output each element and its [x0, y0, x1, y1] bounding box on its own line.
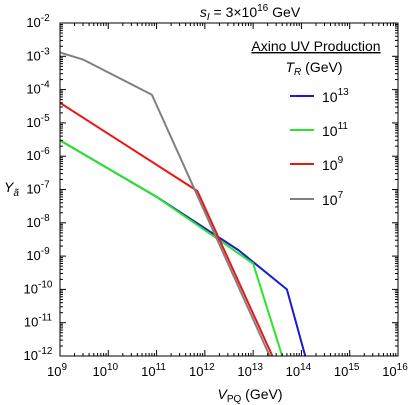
legend: Axino UV Production TR (GeV) 1013 1011 109… [251, 38, 380, 208]
legend-label-10e13: 1013 [322, 87, 349, 105]
legend-title: Axino UV Production [251, 38, 380, 54]
x-axis-label: VPQ (GeV) [217, 386, 282, 405]
series-line-10e9 [60, 102, 274, 356]
x-tick-label: 1012 [189, 362, 215, 379]
x-tick-label: 1013 [237, 362, 263, 379]
y-tick-label: 10-7 [26, 180, 50, 197]
x-tick-label: 1016 [382, 362, 408, 379]
series-line-10e11 [60, 139, 284, 356]
y-tick-label: 10-5 [26, 113, 50, 130]
chart-title: sI = 3×1016 GeV [200, 3, 301, 23]
x-tick-label: 1015 [334, 362, 360, 379]
y-tick-label: 10-11 [24, 313, 53, 330]
y-tick-label: 10-10 [24, 279, 53, 296]
legend-subtitle-var: T [285, 59, 295, 75]
series-line-10e7 [60, 51, 271, 356]
plot-frame [59, 22, 399, 357]
legend-subtitle-unit: (GeV) [301, 59, 342, 75]
series-layer [60, 51, 307, 356]
xlabel-sub: PQ [227, 394, 242, 405]
legend-subtitle: TR (GeV) [285, 59, 342, 78]
y-tick-label: 10-6 [26, 146, 50, 163]
ylabel-main: Y [4, 179, 15, 195]
xlabel-unit: (GeV) [241, 386, 282, 402]
tick-label-layer: 109 1010 1011 1012 1013 1014 1015 1016 10-12 10-1… [24, 13, 409, 379]
title-unit: GeV [268, 4, 301, 20]
y-axis-label: Yã [4, 179, 19, 199]
y-tick-label: 10-12 [24, 346, 53, 363]
y-tick-label: 10-4 [26, 80, 50, 97]
title-var: s [200, 4, 207, 20]
y-tick-label: 10-8 [26, 213, 50, 230]
title-sub: I [207, 12, 210, 23]
x-tick-label: 1014 [286, 362, 312, 379]
title-eq: = 3×10 [210, 4, 258, 20]
ylabel-sub: ã [13, 188, 19, 199]
y-tick-label: 10-9 [26, 246, 50, 263]
y-tick-label: 10-3 [26, 46, 50, 63]
x-tick-label: 109 [47, 362, 67, 379]
y-tick-label: 10-2 [26, 13, 50, 30]
legend-items: 1013 1011 109 107 [290, 87, 349, 208]
x-tick-label: 1011 [141, 362, 166, 379]
legend-label-10e9: 109 [322, 155, 344, 173]
x-tick-label: 1010 [92, 362, 118, 379]
xlabel-main: V [217, 386, 228, 402]
legend-label-10e7: 107 [322, 190, 344, 208]
legend-subtitle-sub: R [294, 67, 301, 78]
legend-label-10e11: 1011 [322, 121, 348, 139]
title-exp: 16 [257, 3, 269, 14]
